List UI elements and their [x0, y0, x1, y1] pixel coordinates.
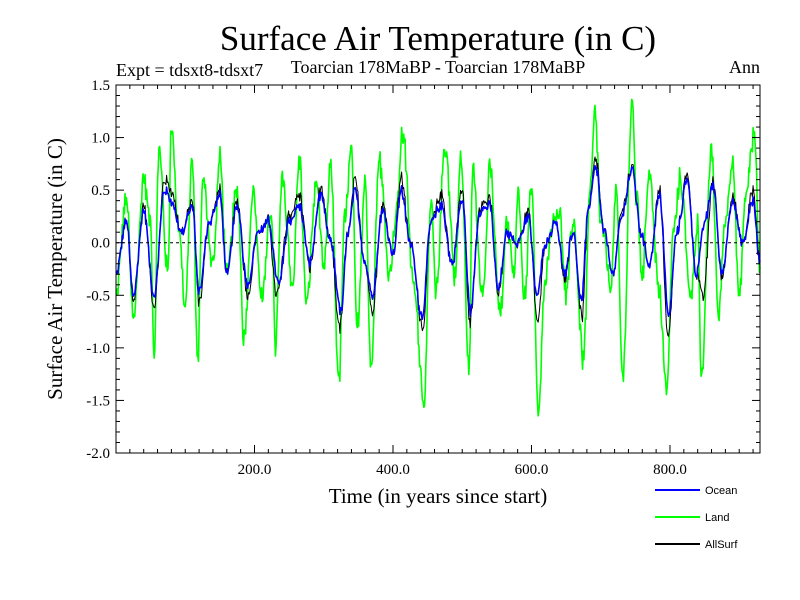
y-tick-label: -0.5 — [86, 288, 110, 304]
x-tick-label: 800.0 — [653, 462, 687, 478]
chart-title: Surface Air Temperature (in C) — [220, 19, 656, 58]
experiment-label: Expt = tdsxt8-tdsxt7 — [116, 60, 263, 80]
plot-area: 200.0 400.0 600.0 800.0 -2.0 -1.5 -1.0 -0.5 0.0 0… — [86, 78, 761, 478]
y-tick-label: -2.0 — [86, 446, 110, 462]
x-tick-label: 200.0 — [238, 462, 272, 478]
legend-label-land: Land — [705, 512, 729, 524]
series-ocean-line — [115, 164, 761, 320]
x-tick-label: 400.0 — [376, 462, 410, 478]
x-axis-label: Time (in years since start) — [329, 484, 548, 508]
legend-label-allsurf: AllSurf — [705, 539, 738, 551]
y-axis-label: Surface Air Temperature (in C) — [43, 138, 67, 400]
y-tick-label: 1.5 — [91, 78, 110, 94]
x-tick-label: 600.0 — [515, 462, 549, 478]
series-layer — [115, 98, 761, 417]
season-label: Ann — [729, 57, 760, 77]
legend-label-ocean: Ocean — [705, 485, 737, 497]
y-tick-label: 0.0 — [91, 236, 110, 252]
experiment-description: Toarcian 178MaBP - Toarcian 178MaBP — [291, 57, 585, 77]
y-tick-label: 1.0 — [91, 131, 110, 147]
y-tick-label: -1.5 — [86, 393, 110, 409]
y-tick-label: 0.5 — [91, 183, 110, 199]
plot-frame — [115, 84, 761, 454]
y-tick-label: -1.0 — [86, 341, 110, 357]
axis-tick-labels: 200.0 400.0 600.0 800.0 -2.0 -1.5 -1.0 -0.5 0.0 0… — [86, 78, 687, 478]
axis-ticks — [116, 85, 760, 453]
legend: Ocean Land AllSurf — [655, 485, 738, 551]
